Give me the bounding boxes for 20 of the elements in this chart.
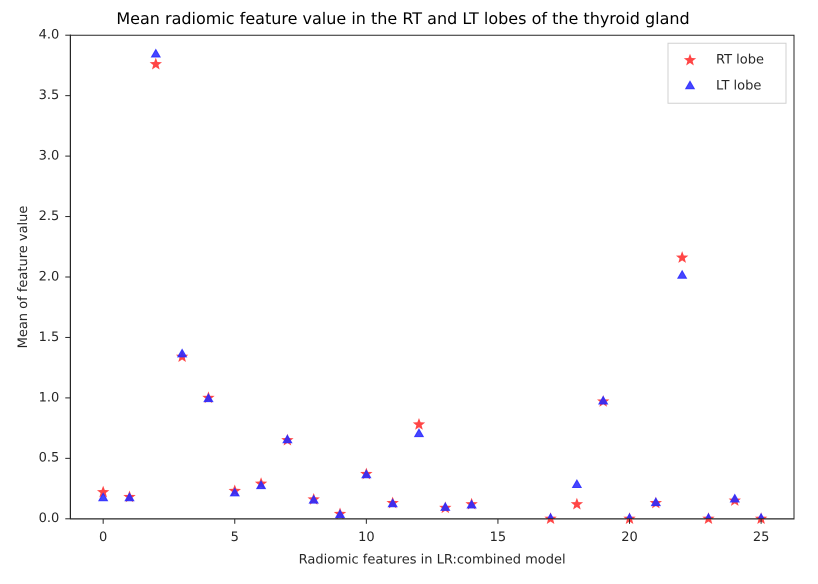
x-axis-title: Radiomic features in LR:combined model	[298, 552, 566, 568]
y-tick-label: 3.5	[38, 88, 60, 104]
x-tick-label: 5	[230, 530, 239, 545]
x-tick-label: 15	[490, 530, 506, 545]
y-tick-label: 4.0	[38, 28, 60, 43]
y-tick-label: 1.0	[38, 390, 60, 406]
y-tick-label: 1.5	[38, 330, 60, 345]
y-tick-label: 0.0	[38, 511, 60, 526]
y-tick-label: 3.0	[38, 148, 60, 164]
y-tick-label: 2.0	[38, 269, 60, 284]
chart-title: Mean radiomic feature value in the RT and LT lobes of the thyroid gland	[116, 8, 690, 28]
x-tick-label: 10	[358, 530, 375, 545]
x-tick-label: 25	[752, 530, 770, 545]
legend-label: LT lobe	[716, 78, 762, 94]
x-tick-label: 20	[621, 530, 638, 545]
y-tick-label: 2.5	[38, 208, 60, 224]
y-tick-label: 0.5	[38, 450, 60, 466]
x-tick-label: 0	[99, 530, 108, 545]
legend-label: RT lobe	[716, 52, 764, 68]
y-axis-title: Mean of feature value	[16, 206, 32, 348]
